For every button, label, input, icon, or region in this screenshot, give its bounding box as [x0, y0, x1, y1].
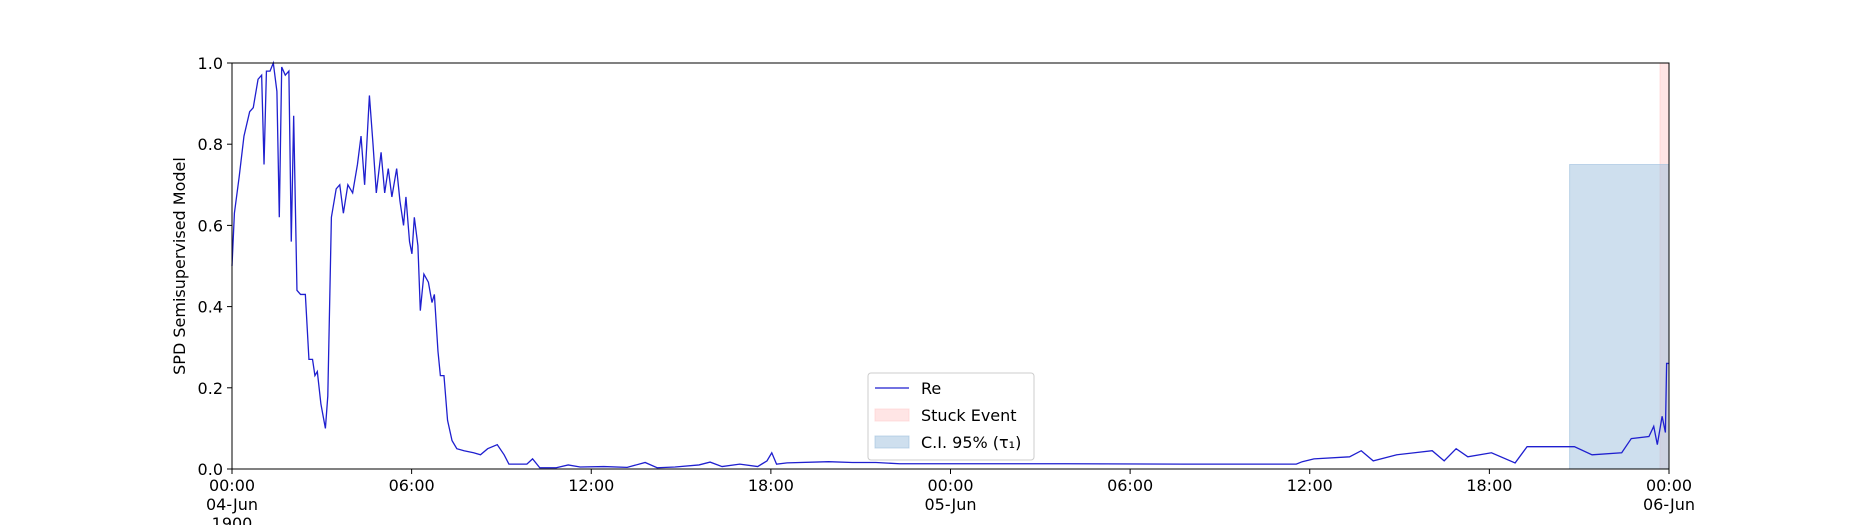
y-tick-label: 0.2 — [198, 379, 223, 398]
x-tick-label: 18:00 — [1466, 476, 1512, 495]
x-tick-label: 00:00 04-Jun 1900 — [206, 476, 258, 525]
legend-label: C.I. 95% (τ₁) — [921, 433, 1021, 452]
y-tick-label: 0.0 — [198, 460, 223, 479]
x-tick-label: 18:00 — [748, 476, 794, 495]
y-tick-label: 0.6 — [198, 216, 223, 235]
legend-label: Re — [921, 379, 941, 398]
x-tick-label: 12:00 — [568, 476, 614, 495]
x-tick-label: 12:00 — [1287, 476, 1333, 495]
y-axis-label: SPD Semisupervised Model — [170, 157, 189, 375]
y-tick-label: 1.0 — [198, 54, 223, 73]
x-tick-label: 06:00 — [1107, 476, 1153, 495]
legend-label: Stuck Event — [921, 406, 1017, 425]
y-tick-label: 0.4 — [198, 298, 223, 317]
line — [231, 60, 1669, 469]
legend-swatch — [874, 408, 910, 422]
y-tick-label: 0.8 — [198, 135, 223, 154]
x-tick-label: 00:00 05-Jun — [924, 476, 976, 514]
x-tick-label: 06:00 — [389, 476, 435, 495]
x-tick-label: 00:00 06-Jun — [1643, 476, 1695, 514]
span — [1569, 164, 1670, 470]
legend-swatch — [874, 435, 910, 449]
